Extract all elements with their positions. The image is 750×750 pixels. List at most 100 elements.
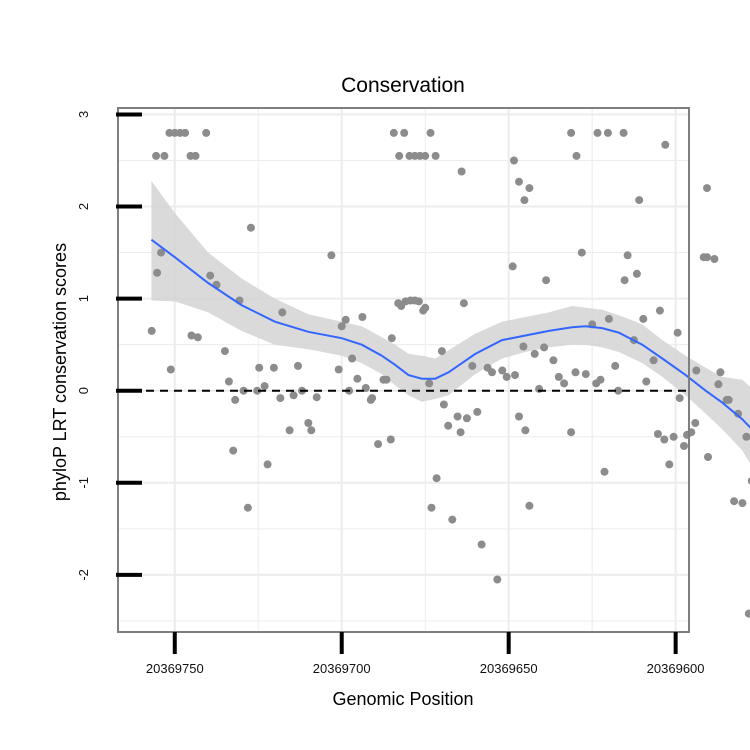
x-tick-label: 20369750: [146, 661, 204, 676]
data-point: [675, 394, 684, 403]
data-point: [160, 151, 169, 160]
data-point: [206, 271, 215, 280]
data-point: [437, 347, 446, 356]
data-point: [577, 248, 586, 257]
data-point: [421, 303, 430, 312]
data-point: [202, 128, 211, 137]
data-point: [239, 386, 248, 395]
data-point: [614, 386, 623, 395]
data-point: [468, 361, 477, 370]
data-point: [515, 177, 523, 186]
data-points: [147, 128, 750, 618]
data-point: [642, 377, 651, 386]
data-point: [714, 380, 723, 389]
data-point: [427, 503, 436, 512]
data-point: [304, 419, 313, 427]
data-point: [493, 575, 502, 584]
data-point: [337, 322, 346, 331]
data-point: [691, 419, 700, 427]
data-point: [730, 497, 739, 506]
x-tick-label: 20369650: [480, 661, 538, 676]
data-point: [289, 391, 298, 400]
data-point: [459, 299, 468, 308]
data-point: [389, 128, 398, 137]
data-point: [166, 365, 175, 374]
data-point: [519, 342, 528, 351]
data-point: [581, 370, 590, 379]
data-point: [620, 276, 629, 285]
data-point: [488, 368, 496, 377]
y-tick-label: -1: [76, 477, 91, 489]
data-point: [193, 333, 202, 342]
y-tick-label: 3: [76, 111, 91, 118]
data-point: [386, 435, 395, 444]
smooth-trend-line: [150, 238, 750, 429]
data-point: [525, 184, 534, 193]
data-point: [334, 365, 343, 374]
data-point: [567, 428, 576, 437]
plot-border: [117, 107, 690, 633]
data-point: [456, 428, 465, 437]
data-point: [560, 379, 569, 388]
data-point: [710, 255, 719, 263]
data-point: [246, 223, 255, 232]
data-point: [669, 432, 678, 441]
data-point: [432, 474, 441, 483]
data-point: [387, 334, 396, 343]
data-point: [152, 151, 161, 160]
data-point: [665, 460, 674, 469]
data-point: [327, 251, 336, 260]
data-point: [181, 128, 190, 137]
x-tick-label: 20369700: [313, 661, 371, 676]
data-point: [525, 501, 534, 510]
data-point: [382, 375, 391, 384]
x-axis: 20369750 20369700 20369650 20369600: [146, 632, 705, 676]
data-point: [453, 412, 462, 421]
data-point: [716, 368, 725, 377]
y-axis-title: phyloP LRT conservation scores: [50, 243, 70, 501]
data-point: [572, 151, 581, 160]
data-point: [263, 460, 272, 469]
data-point: [747, 477, 750, 485]
data-point: [603, 128, 612, 137]
data-point: [457, 167, 466, 176]
data-point: [498, 366, 507, 375]
data-point: [639, 314, 648, 323]
y-tick-label: 1: [76, 295, 91, 302]
data-point: [660, 435, 669, 444]
data-point: [742, 432, 750, 441]
y-tick-label: 2: [76, 203, 91, 210]
data-point: [187, 331, 196, 340]
data-point: [619, 128, 628, 137]
data-point: [426, 128, 435, 137]
y-tick-label: 0: [76, 387, 91, 394]
data-point: [704, 453, 712, 461]
data-point: [530, 349, 539, 358]
data-point: [312, 393, 321, 402]
data-point: [549, 356, 558, 365]
data-point: [278, 308, 287, 317]
confidence-band-area: [151, 180, 750, 464]
data-point: [444, 421, 453, 430]
data-point: [655, 306, 664, 315]
data-point: [285, 426, 294, 435]
data-point: [593, 128, 602, 137]
data-point: [623, 251, 632, 260]
smooth-line: [150, 238, 750, 429]
y-axis: 3 2 1 0 -1 -2: [76, 111, 142, 581]
data-point: [600, 467, 609, 476]
data-point: [540, 343, 549, 352]
data-point: [571, 368, 580, 377]
data-point: [510, 156, 518, 165]
data-point: [703, 253, 711, 262]
data-point: [147, 326, 156, 335]
data-point: [425, 379, 434, 388]
data-point: [649, 356, 658, 365]
data-point: [508, 262, 517, 271]
y-tick-label: -2: [76, 569, 91, 581]
data-point: [153, 268, 162, 277]
data-point: [421, 151, 430, 160]
data-point: [368, 394, 377, 403]
confidence-band: [151, 180, 750, 464]
